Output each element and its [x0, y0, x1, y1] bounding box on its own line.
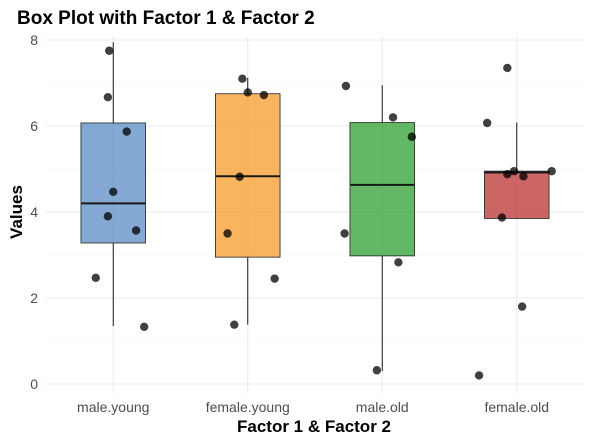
- data-point: [235, 172, 244, 181]
- data-point: [238, 74, 247, 83]
- y-tick-label: 2: [30, 290, 38, 306]
- x-tick-label: male.old: [356, 399, 409, 415]
- box-group-male-young: [80, 42, 146, 326]
- y-tick-label: 8: [30, 32, 38, 48]
- y-axis-title: Values: [7, 185, 26, 239]
- data-point: [474, 371, 484, 380]
- data-point: [259, 90, 269, 100]
- x-tick-label: female.young: [206, 399, 290, 415]
- data-point: [517, 302, 527, 311]
- box: [349, 122, 415, 257]
- x-tick-labels: male.young female.young male.old female.old: [77, 399, 549, 415]
- data-point: [503, 169, 512, 179]
- y-tick-labels: 0 2 4 6 8: [30, 32, 38, 392]
- data-point: [270, 274, 279, 283]
- data-point: [105, 46, 114, 55]
- data-point: [519, 172, 528, 181]
- x-axis-title: Factor 1 & Factor 2: [237, 417, 391, 436]
- chart-title: Box Plot with Factor 1 & Factor 2: [17, 8, 315, 29]
- data-point: [230, 320, 239, 329]
- data-point: [223, 229, 232, 238]
- data-point: [503, 63, 512, 73]
- x-tick-label: female.old: [484, 399, 549, 415]
- data-point: [122, 127, 131, 136]
- box: [484, 170, 550, 219]
- y-tick-label: 4: [30, 204, 38, 220]
- data-point: [91, 273, 100, 282]
- data-point: [388, 113, 398, 122]
- data-point: [394, 258, 403, 267]
- data-point: [131, 226, 141, 235]
- data-points: [91, 46, 556, 380]
- data-point: [497, 213, 507, 222]
- box-group-male-old: [349, 85, 415, 372]
- data-point: [103, 212, 113, 221]
- data-point: [243, 88, 252, 97]
- data-point: [341, 81, 351, 91]
- data-point: [509, 166, 519, 176]
- data-point: [547, 166, 556, 176]
- box: [80, 122, 146, 244]
- data-point: [340, 229, 349, 238]
- data-point: [372, 366, 382, 375]
- data-point: [103, 92, 113, 102]
- y-tick-label: 0: [30, 376, 38, 392]
- y-tick-label: 6: [30, 118, 38, 134]
- data-point: [109, 187, 118, 196]
- data-point: [482, 118, 492, 128]
- data-point: [139, 322, 149, 332]
- x-tick-label: male.young: [77, 399, 149, 415]
- box-group-female-old: [484, 122, 550, 219]
- data-point: [407, 132, 417, 141]
